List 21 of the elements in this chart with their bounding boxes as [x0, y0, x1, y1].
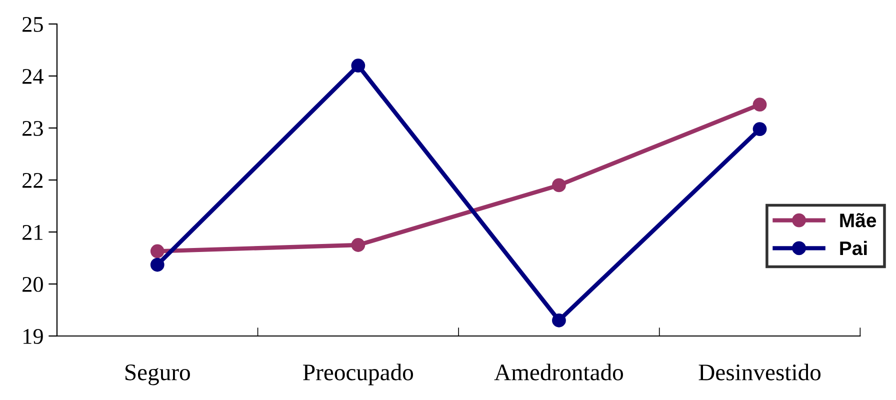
- y-tick-label: 25: [22, 16, 43, 32]
- point: [552, 178, 566, 192]
- legend-label: Mãe: [840, 213, 876, 228]
- point: [752, 122, 767, 136]
- legend-label: Pai: [840, 240, 867, 256]
- point: [351, 238, 366, 252]
- x-tick-label: Amedrontado: [494, 364, 623, 380]
- y-tick-label: 22: [22, 172, 43, 188]
- point: [150, 244, 164, 258]
- y-tick-label: 24: [22, 68, 44, 84]
- x-tick-label: Desinvestido: [698, 364, 821, 380]
- y-tick-label: 19: [24, 328, 43, 344]
- point: [150, 258, 164, 272]
- point: [752, 98, 767, 112]
- y-tick-label: 20: [22, 276, 43, 292]
- point: [552, 313, 566, 328]
- y-tick-label: 21: [22, 224, 42, 240]
- x-tick-label: Preocupado: [303, 364, 414, 386]
- x-tick-label: Seguro: [126, 364, 190, 386]
- y-tick-label: 23: [22, 120, 43, 136]
- point: [351, 58, 366, 73]
